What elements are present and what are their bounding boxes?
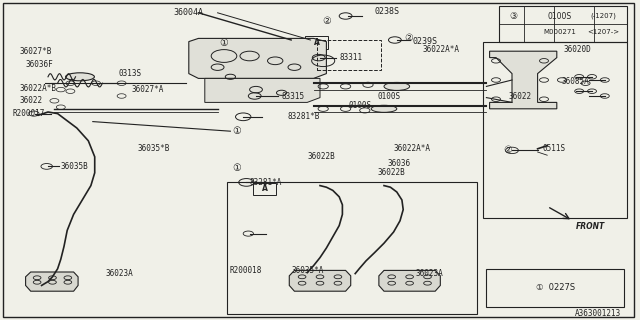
Bar	[227, 182, 477, 314]
Ellipse shape	[65, 73, 95, 81]
Text: FRONT: FRONT	[576, 222, 605, 231]
Polygon shape	[289, 270, 351, 291]
Polygon shape	[205, 78, 320, 102]
Text: 36022B: 36022B	[378, 168, 405, 177]
Text: ①  0227S: ① 0227S	[536, 284, 575, 292]
Ellipse shape	[371, 105, 397, 112]
Text: ②: ②	[322, 16, 331, 27]
Ellipse shape	[384, 83, 410, 91]
Text: 36022B: 36022B	[307, 152, 335, 161]
Text: 36023A: 36023A	[416, 269, 444, 278]
Text: 0100S: 0100S	[349, 101, 372, 110]
Text: 36022: 36022	[19, 96, 42, 105]
Polygon shape	[26, 272, 78, 291]
Text: 0511S: 0511S	[543, 144, 566, 153]
Text: ①: ①	[232, 126, 241, 136]
Text: 0100S: 0100S	[548, 12, 572, 20]
Bar	[483, 42, 627, 218]
Text: 36022A*A: 36022A*A	[394, 144, 431, 153]
Bar	[253, 183, 276, 195]
Text: 36023A: 36023A	[106, 269, 133, 278]
Text: ①: ①	[232, 163, 241, 173]
Bar	[317, 40, 381, 70]
Text: 36027*A: 36027*A	[131, 85, 164, 94]
Text: 36027*B: 36027*B	[19, 47, 52, 56]
Polygon shape	[379, 270, 440, 291]
Text: 36085A: 36085A	[562, 77, 589, 86]
Text: R200017: R200017	[13, 109, 45, 118]
Text: 0238S: 0238S	[374, 7, 399, 16]
Text: ③: ③	[510, 12, 518, 20]
Text: <1207->: <1207->	[588, 29, 620, 35]
Text: 0313S: 0313S	[118, 69, 141, 78]
Text: 83311: 83311	[339, 53, 362, 62]
Text: (-1207): (-1207)	[591, 13, 616, 19]
Text: 36036: 36036	[387, 159, 410, 168]
Text: 0239S: 0239S	[413, 37, 438, 46]
Text: M000271: M000271	[543, 29, 577, 35]
Text: ②: ②	[503, 145, 512, 156]
Text: 83281*B: 83281*B	[288, 112, 321, 121]
Text: 36020D: 36020D	[563, 45, 591, 54]
Text: 36022A*A: 36022A*A	[422, 45, 460, 54]
Text: 36035B: 36035B	[61, 162, 88, 171]
Text: ①: ①	[220, 38, 228, 48]
Text: A: A	[314, 38, 320, 47]
Text: R200018: R200018	[229, 266, 262, 275]
Text: 0100S: 0100S	[378, 92, 401, 100]
Text: 36035*B: 36035*B	[138, 144, 170, 153]
Polygon shape	[189, 38, 326, 78]
Text: ②: ②	[404, 33, 413, 44]
Text: 36035*A: 36035*A	[291, 266, 324, 275]
Text: 36022A*B: 36022A*B	[19, 84, 56, 92]
Text: 83281*A: 83281*A	[250, 178, 282, 187]
Text: 36022: 36022	[509, 92, 532, 100]
Text: 36036F: 36036F	[26, 60, 53, 68]
Text: 83315: 83315	[282, 92, 305, 100]
Polygon shape	[490, 51, 557, 109]
Bar	[486, 269, 624, 307]
Text: 36004A: 36004A	[174, 8, 204, 17]
Text: A363001213: A363001213	[575, 309, 621, 318]
Bar	[305, 36, 328, 49]
Text: A: A	[262, 184, 268, 193]
Bar	[499, 6, 627, 42]
